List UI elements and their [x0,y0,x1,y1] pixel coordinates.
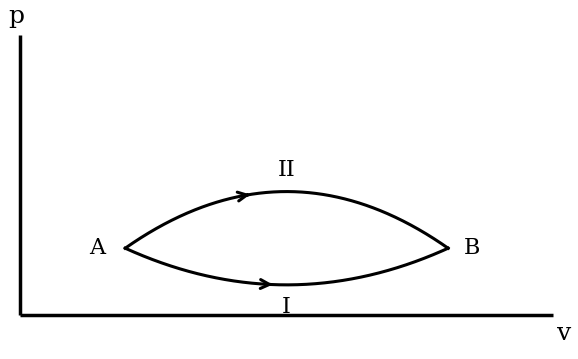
Text: I: I [282,295,291,317]
Text: B: B [464,237,481,259]
Text: p: p [8,5,24,28]
Text: A: A [89,237,105,259]
Text: II: II [278,159,295,181]
Text: v: v [557,322,571,345]
